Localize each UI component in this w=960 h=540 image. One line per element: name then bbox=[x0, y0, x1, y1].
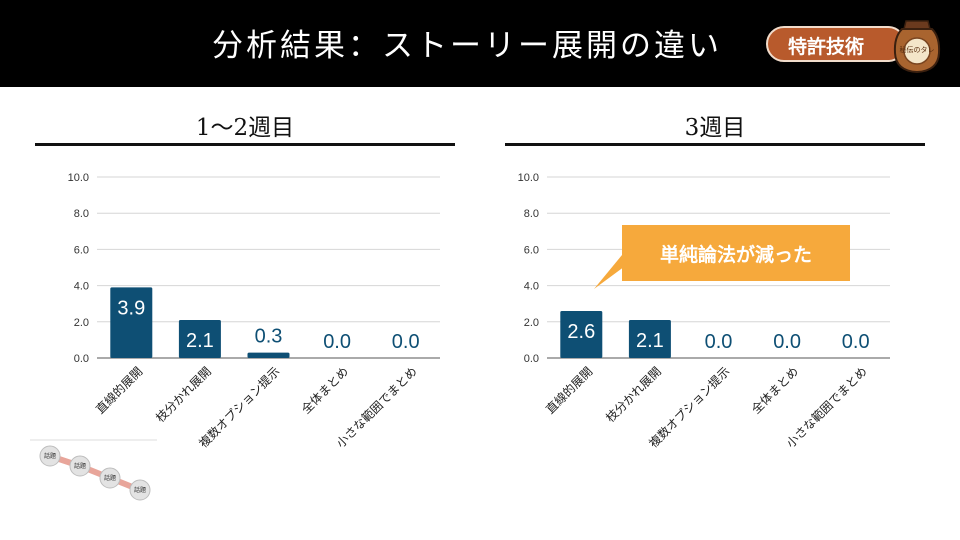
y-tick-label: 4.0 bbox=[74, 281, 89, 293]
bar-chart-week-3: 0.02.04.06.08.010.02.6直線的展開2.1枝分かれ展開0.0複… bbox=[518, 172, 890, 450]
slide-title: 分析結果：ストーリー展開の違い bbox=[212, 28, 722, 64]
y-tick-label: 8.0 bbox=[524, 208, 539, 220]
sauce-jar-icon: 秘伝のタレ bbox=[893, 20, 941, 74]
category-label: 枝分かれ展開 bbox=[152, 364, 214, 426]
y-tick-label: 6.0 bbox=[74, 244, 89, 256]
y-tick-label: 2.0 bbox=[524, 317, 539, 329]
y-tick-label: 10.0 bbox=[68, 172, 89, 184]
panel-title-right: 3週目 bbox=[684, 115, 746, 141]
bar-value-label: 3.9 bbox=[117, 297, 145, 319]
header-bar: 分析結果：ストーリー展開の違い 特許技術 秘伝のタレ bbox=[0, 0, 960, 87]
bar-value-label: 0.0 bbox=[392, 331, 420, 353]
bar-value-label: 0.0 bbox=[773, 331, 801, 353]
category-label: 全体まとめ bbox=[298, 364, 351, 417]
y-tick-label: 4.0 bbox=[524, 281, 539, 293]
y-tick-label: 0.0 bbox=[524, 353, 539, 365]
flow-node bbox=[69, 455, 91, 477]
bar bbox=[110, 287, 153, 358]
bar-value-label: 0.0 bbox=[323, 331, 351, 353]
bar-value-label: 0.0 bbox=[842, 331, 870, 353]
callout-text: 単純論法が減った bbox=[659, 244, 812, 266]
flow-node-label: 話題 bbox=[74, 462, 86, 470]
flow-node bbox=[99, 467, 121, 489]
bar bbox=[560, 310, 603, 358]
panel-divider-right bbox=[505, 143, 925, 146]
category-label: 枝分かれ展開 bbox=[602, 364, 664, 426]
y-tick-label: 0.0 bbox=[74, 353, 89, 365]
bar-value-label: 2.1 bbox=[636, 330, 664, 352]
bar bbox=[247, 352, 290, 358]
callout-box: 単純論法が減った bbox=[622, 225, 850, 281]
bar-value-label: 2.1 bbox=[186, 330, 214, 352]
flow-node-label: 話題 bbox=[134, 486, 146, 494]
bar bbox=[178, 319, 221, 358]
panel-divider-left bbox=[35, 143, 455, 146]
flow-node-label: 話題 bbox=[104, 474, 116, 482]
y-tick-label: 2.0 bbox=[74, 317, 89, 329]
category-label: 全体まとめ bbox=[748, 364, 801, 417]
y-tick-label: 10.0 bbox=[518, 172, 539, 184]
flow-node-label: 話題 bbox=[44, 452, 56, 460]
flow-path bbox=[47, 453, 143, 493]
flow-node bbox=[129, 479, 151, 501]
bar-value-label: 2.6 bbox=[567, 321, 595, 343]
panel-title-left: 1～2週目 bbox=[195, 115, 295, 141]
bar-value-label: 0.0 bbox=[705, 331, 733, 353]
patent-badge: 特許技術 bbox=[766, 26, 906, 62]
bar-chart-weeks-1-2: 0.02.04.06.08.010.03.9直線的展開2.1枝分かれ展開0.3複… bbox=[68, 172, 440, 450]
patent-badge-label: 特許技術 bbox=[788, 36, 865, 58]
y-tick-label: 8.0 bbox=[74, 208, 89, 220]
category-label: 直線的展開 bbox=[92, 364, 145, 417]
bar-value-label: 0.3 bbox=[255, 326, 283, 348]
bar bbox=[628, 319, 671, 358]
flow-node bbox=[39, 445, 61, 467]
y-tick-label: 6.0 bbox=[524, 244, 539, 256]
category-label: 直線的展開 bbox=[542, 364, 595, 417]
jar-label: 秘伝のタレ bbox=[900, 45, 935, 54]
